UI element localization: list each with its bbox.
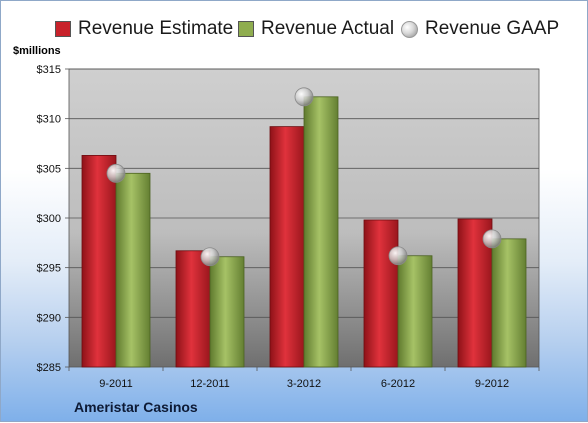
marker-revenue-gaap <box>106 163 126 183</box>
y-tick-label: $305 <box>37 163 61 175</box>
company-name: Ameristar Casinos <box>74 399 198 415</box>
y-tick-label: $300 <box>37 213 61 225</box>
legend-item-gaap: Revenue GAAP <box>401 17 559 41</box>
legend-label-gaap: Revenue GAAP <box>425 18 560 39</box>
units-label: $millions <box>13 45 61 57</box>
marker-revenue-gaap <box>200 247 220 267</box>
bar-revenue-actual <box>397 255 433 368</box>
bar-revenue-estimate <box>363 219 399 368</box>
marker-revenue-gaap <box>388 246 408 266</box>
legend-label-estimate: Revenue Estimate <box>78 18 234 39</box>
marker-revenue-gaap <box>482 229 502 249</box>
legend-swatch-estimate <box>55 21 71 37</box>
legend-item-actual: Revenue Actual <box>238 17 394 41</box>
x-tick-label: 6-2012 <box>381 378 415 390</box>
y-tick-label: $310 <box>37 114 61 126</box>
bar-revenue-estimate <box>175 250 211 368</box>
legend-swatch-actual <box>238 21 254 37</box>
x-tick-label: 12-2011 <box>190 378 230 390</box>
marker-revenue-gaap <box>294 87 314 107</box>
legend-label-actual: Revenue Actual <box>261 18 395 39</box>
y-tick-label: $315 <box>37 64 61 76</box>
y-tick-label: $290 <box>37 312 61 324</box>
x-tick-label: 9-2011 <box>99 378 132 390</box>
bar-revenue-actual <box>209 256 245 368</box>
x-tick-label: 3-2012 <box>287 378 321 390</box>
bar-revenue-estimate <box>81 155 117 368</box>
x-tick-label: 9-2012 <box>475 378 509 390</box>
bar-revenue-actual <box>491 238 527 368</box>
y-tick-label: $295 <box>37 263 61 275</box>
y-tick-label: $285 <box>37 362 61 374</box>
bar-revenue-actual <box>115 172 151 368</box>
bar-revenue-actual <box>303 96 339 368</box>
bar-revenue-estimate <box>269 126 305 368</box>
legend-item-estimate: Revenue Estimate <box>55 17 233 41</box>
legend-marker-gaap <box>401 20 418 38</box>
